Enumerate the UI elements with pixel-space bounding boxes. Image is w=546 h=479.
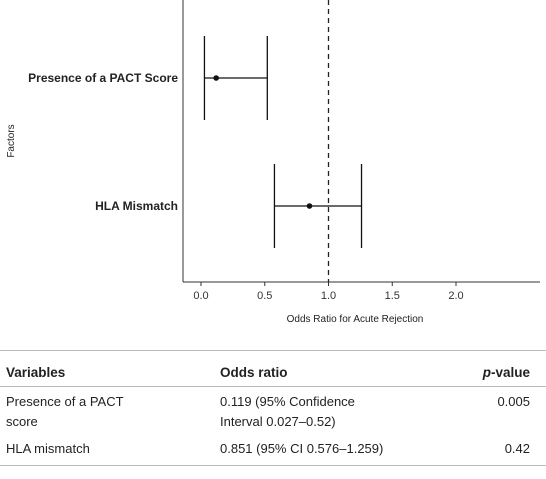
factor-label: HLA Mismatch	[95, 199, 178, 213]
header-p-italic: p	[482, 365, 491, 380]
x-tick-label: 0.0	[193, 290, 208, 302]
x-tick-label: 0.5	[257, 290, 272, 302]
estimate-point	[213, 75, 219, 81]
x-tick-label: 1.5	[385, 290, 400, 302]
factor-row: HLA Mismatch	[95, 164, 363, 248]
factor-label: Presence of a PACT Score	[28, 71, 178, 85]
factor-row: Presence of a PACT Score	[28, 36, 268, 120]
estimate-point	[306, 203, 313, 209]
cell-odds-ratio: 0.851 (95% CI 0.576–1.259)	[210, 434, 454, 466]
cell-or-line2: Interval 0.027–0.52)	[220, 414, 336, 429]
cell-or-line1: 0.119 (95% Confidence	[220, 394, 355, 409]
header-odds-ratio: Odds ratio	[210, 350, 454, 387]
y-axis-title: Factors	[6, 124, 17, 157]
header-p-value: p-value	[454, 350, 546, 387]
cell-p-value: 0.42	[454, 434, 546, 466]
cell-variable-line2: score	[6, 414, 38, 429]
table-header-row: Variables Odds ratio p-value	[0, 350, 546, 387]
cell-variable: HLA mismatch	[0, 434, 210, 466]
table-row: Presence of a PACT score 0.119 (95% Confi…	[0, 387, 546, 435]
table-row: HLA mismatch 0.851 (95% CI 0.576–1.259) …	[0, 434, 546, 466]
cell-variable: Presence of a PACT score	[0, 387, 210, 435]
x-tick-label: 1.0	[321, 290, 336, 302]
header-variables: Variables	[0, 350, 210, 387]
cell-variable-line1: Presence of a PACT	[6, 394, 124, 409]
x-tick-label: 2.0	[448, 290, 463, 302]
x-axis-title: Odds Ratio for Acute Rejection	[287, 314, 424, 325]
forest-plot: 0.0 0.5 1.0 1.5 2.0 Presence of a PACT Score…	[6, 0, 540, 325]
cell-p-value: 0.005	[497, 394, 530, 409]
cell-odds-ratio: 0.119 (95% Confidence Interval 0.027–0.52…	[210, 387, 454, 435]
odds-ratio-table: Variables Odds ratio p-value Presence of…	[0, 350, 546, 466]
header-p-rest: -value	[490, 365, 530, 380]
